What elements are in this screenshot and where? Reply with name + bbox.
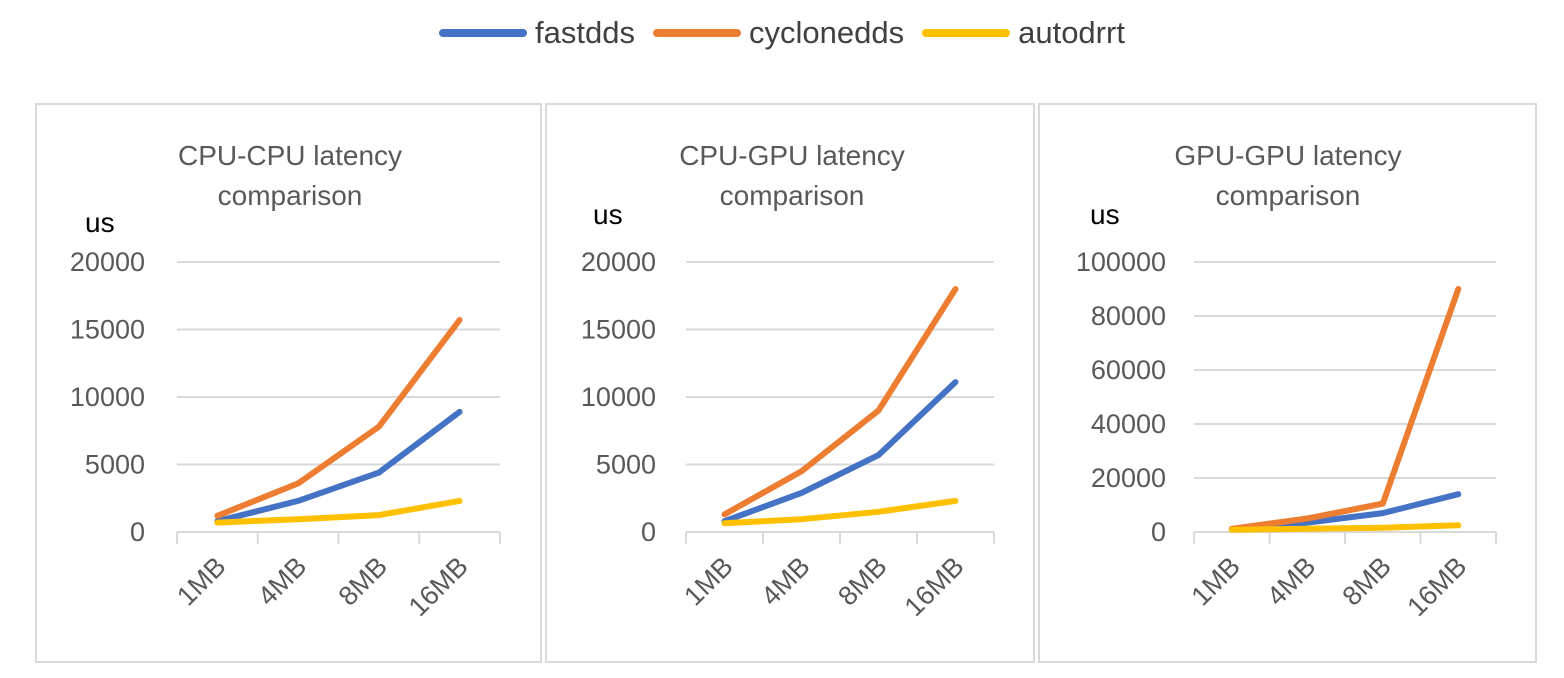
- chart-svg-cpu-gpu: CPU-GPU latency comparison us 0 5000 10000 150…: [581, 140, 995, 622]
- legend-item-autodrrt: autodrrt: [922, 15, 1125, 51]
- y-tick-label-cpu-cpu-10000: 10000: [70, 382, 145, 412]
- chart-title-cpu-cpu-line-2: comparison: [218, 180, 363, 211]
- y-tick-label-gpu-gpu-0: 0: [1151, 517, 1166, 547]
- series-line-cpu-gpu-fastdds: [721, 379, 959, 525]
- y-tick-label-gpu-gpu-20000: 20000: [1091, 463, 1166, 493]
- y-tick-label-cpu-gpu-15000: 15000: [581, 315, 656, 345]
- series-line-cpu-cpu-autodrrt: [214, 497, 463, 526]
- x-tick-label-cpu-gpu-1mb: 1MB: [678, 551, 738, 611]
- chart-title-cpu-cpu-line-1: CPU-CPU latency: [178, 140, 402, 171]
- chart-title-gpu-gpu-line-1: GPU-GPU latency: [1174, 140, 1401, 171]
- series-line-cpu-cpu-fastdds: [214, 408, 463, 525]
- chart-panel-gpu-gpu: GPU-GPU latency comparison us 0 20000 40000 60…: [1038, 103, 1537, 663]
- chart-title-cpu-gpu-line-1: CPU-GPU latency: [679, 140, 905, 171]
- chart-panel-cpu-gpu: CPU-GPU latency comparison us 0 5000 10000 150…: [545, 103, 1035, 663]
- y-tick-label-cpu-cpu-20000: 20000: [70, 247, 145, 277]
- y-tick-label-gpu-gpu-40000: 40000: [1091, 409, 1166, 439]
- y-tick-label-gpu-gpu-60000: 60000: [1091, 355, 1166, 385]
- legend-swatch-autodrrt: [922, 29, 1011, 37]
- chart-svg-cpu-cpu: CPU-CPU latency comparison us 0 5000 10000 150…: [70, 140, 501, 622]
- series-line-cpu-gpu-cyclonedds: [721, 286, 959, 518]
- legend-label-autodrrt: autodrrt: [1018, 15, 1125, 50]
- x-tick-label-gpu-gpu-4mb: 4MB: [1261, 551, 1321, 611]
- y-unit-label-gpu-gpu: us: [1090, 199, 1120, 230]
- y-unit-label-cpu-gpu: us: [593, 199, 623, 230]
- x-tick-label-cpu-cpu-16mb: 16MB: [403, 551, 474, 622]
- y-tick-label-cpu-cpu-0: 0: [130, 517, 145, 547]
- x-tick-label-cpu-cpu-1mb: 1MB: [171, 551, 231, 611]
- y-unit-label-cpu-cpu: us: [85, 207, 115, 238]
- legend-swatch-fastdds: [439, 29, 528, 37]
- chart-svg-gpu-gpu: GPU-GPU latency comparison us 0 20000 40000 60…: [1076, 140, 1497, 622]
- x-tick-label-cpu-cpu-4mb: 4MB: [252, 551, 312, 611]
- y-tick-label-cpu-gpu-0: 0: [641, 517, 656, 547]
- legend-item-cyclonedds: cyclonedds: [653, 15, 904, 51]
- series-line-cpu-cpu-cyclonedds: [214, 317, 463, 519]
- legend-label-fastdds: fastdds: [535, 15, 635, 50]
- x-tick-label-gpu-gpu-8mb: 8MB: [1337, 551, 1397, 611]
- series-line-gpu-gpu-cyclonedds: [1228, 286, 1462, 532]
- y-tick-label-gpu-gpu-100000: 100000: [1076, 247, 1166, 277]
- x-tick-label-cpu-gpu-16mb: 16MB: [899, 551, 970, 622]
- x-tick-label-cpu-cpu-8mb: 8MB: [333, 551, 393, 611]
- y-tick-label-cpu-gpu-20000: 20000: [581, 247, 656, 277]
- chart-title-cpu-gpu-line-2: comparison: [720, 180, 865, 211]
- y-tick-label-cpu-cpu-15000: 15000: [70, 315, 145, 345]
- y-tick-label-cpu-gpu-5000: 5000: [596, 450, 656, 480]
- y-tick-label-cpu-cpu-5000: 5000: [85, 450, 145, 480]
- y-tick-label-cpu-gpu-10000: 10000: [581, 382, 656, 412]
- y-tick-label-gpu-gpu-80000: 80000: [1091, 301, 1166, 331]
- x-tick-label-cpu-gpu-4mb: 4MB: [755, 551, 815, 611]
- series-line-cpu-gpu-autodrrt: [721, 497, 959, 527]
- x-tick-label-gpu-gpu-1mb: 1MB: [1186, 551, 1246, 611]
- series-line-gpu-gpu-autodrrt: [1228, 522, 1462, 533]
- chart-title-gpu-gpu-line-2: comparison: [1216, 180, 1361, 211]
- legend-label-cyclonedds: cyclonedds: [749, 15, 905, 50]
- legend-item-fastdds: fastdds: [439, 15, 635, 51]
- legend-swatch-cyclonedds: [653, 29, 741, 37]
- x-tick-label-gpu-gpu-16mb: 16MB: [1401, 551, 1472, 622]
- chart-legend: fastdds cyclonedds autodrrt: [0, 10, 1564, 56]
- chart-panel-cpu-cpu: CPU-CPU latency comparison us 0 5000 10000 150…: [35, 103, 542, 663]
- x-tick-label-cpu-gpu-8mb: 8MB: [832, 551, 892, 611]
